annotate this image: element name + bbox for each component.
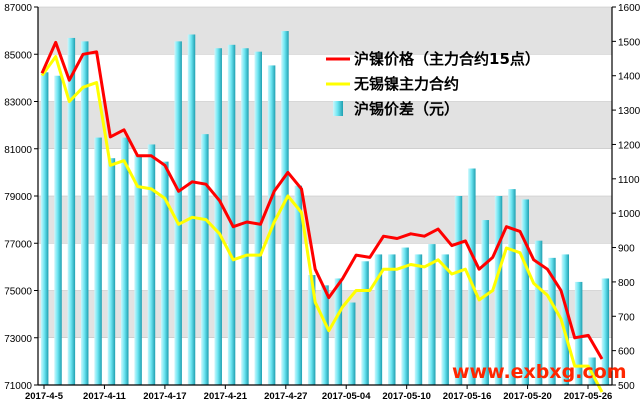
left-tick-label: 85000 — [4, 50, 32, 61]
legend-swatch — [333, 101, 343, 116]
legend-label: 沪锡价差（元） — [354, 100, 459, 118]
right-tick-label: 1000 — [618, 209, 640, 220]
legend-label: 无锡镍主力合约 — [353, 75, 459, 93]
bar — [374, 254, 383, 385]
bar — [147, 144, 156, 385]
x-tick-label: 2017-05-16 — [443, 391, 492, 402]
left-tick-label: 81000 — [4, 145, 32, 156]
bar — [321, 285, 329, 385]
left-tick-label: 77000 — [4, 239, 32, 250]
left-tick-label: 79000 — [4, 192, 32, 203]
right-tick-label: 600 — [618, 347, 635, 358]
left-tick-label: 75000 — [4, 287, 32, 298]
bar — [414, 254, 423, 385]
left-tick-label: 87000 — [4, 3, 32, 14]
bar — [494, 196, 503, 385]
bar — [187, 34, 196, 386]
bar — [574, 281, 583, 385]
bar — [401, 247, 409, 385]
right-tick-label: 900 — [618, 244, 635, 255]
bar — [548, 257, 556, 385]
bar — [54, 75, 62, 386]
bar — [134, 154, 142, 385]
bar — [201, 134, 209, 385]
bar — [227, 44, 236, 386]
x-tick-label: 2017-4-11 — [83, 391, 127, 402]
bar — [214, 48, 222, 386]
x-tick-label: 2017-4-17 — [143, 391, 186, 402]
x-tick-label: 2017-4-21 — [204, 391, 248, 402]
left-tick-label: 83000 — [4, 98, 32, 109]
line-ffff00 — [40, 55, 604, 393]
right-tick-label: 700 — [618, 312, 635, 323]
x-tick-label: 2017-05-10 — [382, 391, 431, 402]
legend-label: 沪镍价格（主力合约15点） — [354, 50, 540, 68]
line-ff0000 — [40, 40, 604, 360]
bar — [388, 254, 396, 385]
grid-band — [38, 101, 612, 149]
x-tick-label: 2017-4-27 — [264, 391, 307, 402]
bar — [534, 240, 543, 385]
line-series — [40, 40, 604, 393]
watermark: www.exbxg.com — [452, 361, 627, 383]
x-tick-label: 2017-4-5 — [25, 391, 64, 402]
right-tick-label: 1600 — [618, 3, 640, 14]
bar — [454, 196, 463, 385]
bar — [307, 275, 316, 385]
left-tick-label: 71000 — [4, 381, 32, 392]
left-tick-label: 73000 — [4, 334, 32, 345]
grid-band — [38, 196, 612, 244]
axes: 71000 73000 75000 77000 79000 81000 83000 85000… — [4, 3, 640, 402]
bar — [561, 254, 570, 385]
bar — [94, 137, 102, 385]
right-tick-label: 1200 — [618, 140, 640, 151]
bar — [281, 31, 289, 386]
bar — [241, 48, 249, 386]
right-tick-label: 500 — [618, 381, 635, 392]
bar — [161, 161, 169, 385]
bar — [80, 41, 89, 385]
bar — [347, 302, 356, 385]
right-tick-label: 1300 — [618, 106, 640, 117]
bar — [67, 37, 76, 385]
grid-bands — [38, 6, 612, 386]
right-tick-label: 1400 — [618, 72, 640, 83]
x-tick-label: 2017-05-04 — [322, 391, 371, 402]
bar — [174, 41, 182, 385]
right-tick-label: 1500 — [618, 37, 640, 48]
bar — [334, 278, 343, 385]
bar — [521, 199, 529, 385]
right-tick-label: 1100 — [618, 175, 640, 186]
bar — [107, 158, 116, 385]
bar — [294, 185, 303, 385]
bar — [441, 254, 449, 385]
bar — [40, 72, 49, 386]
bar — [254, 51, 262, 385]
bar — [468, 168, 476, 385]
x-tick-label: 2017-05-20 — [503, 391, 552, 402]
bar — [508, 189, 516, 385]
bar — [428, 244, 436, 385]
x-tick-label: 2017-05-26 — [564, 391, 613, 402]
grid-band — [38, 7, 612, 55]
bar — [361, 261, 369, 385]
bar — [481, 220, 489, 385]
bar — [121, 137, 129, 385]
right-tick-label: 800 — [618, 278, 635, 289]
bar — [601, 278, 610, 385]
